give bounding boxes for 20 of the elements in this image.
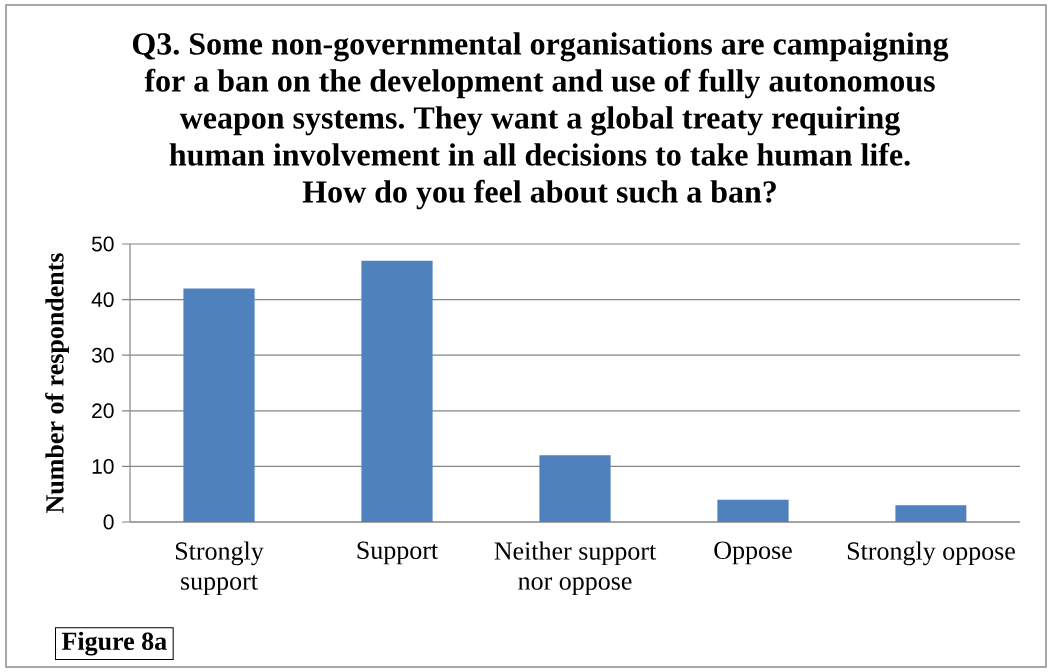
y-axis-title: Number of respondents <box>45 253 69 513</box>
bar <box>361 260 433 522</box>
chart-subtitle: How do you feel about such a ban? <box>302 179 776 210</box>
y-tick-label: 20 <box>92 403 114 419</box>
y-tick-label: 0 <box>103 514 114 530</box>
x-tick-label: Support <box>357 541 439 565</box>
bar <box>539 455 611 522</box>
x-tick-label: Oppose <box>714 541 792 565</box>
y-tick-label: 30 <box>91 347 114 363</box>
bar <box>895 505 967 522</box>
bar <box>717 499 789 522</box>
x-tick-label: Strongly oppose <box>847 541 1015 566</box>
caption: Figure 8a <box>61 631 167 656</box>
y-tick-label: 40 <box>91 292 114 308</box>
y-tick-label: 10 <box>92 458 114 474</box>
y-tick-label: 50 <box>91 236 114 252</box>
chart-title: Q3. Some non-governmental organisations are campaigning for a ban on the development and use of fully autonomous weapon systems. They want a global treaty requiring human involvement in all decisions to take human life. <box>132 32 949 166</box>
bar <box>183 288 255 522</box>
x-tick-label: Neither support nor oppose <box>494 541 657 596</box>
x-tick-label: Strongly support <box>175 541 264 596</box>
